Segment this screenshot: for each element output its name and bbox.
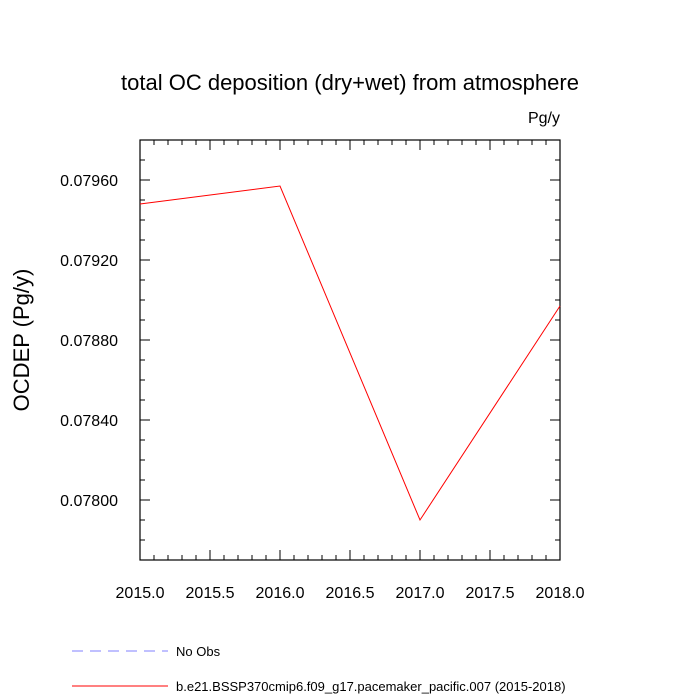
legend-label: No Obs xyxy=(176,644,221,659)
y-axis-label: OCDEP (Pg/y) xyxy=(9,269,34,412)
x-tick-label: 2016.0 xyxy=(256,585,305,602)
x-tick-label: 2015.0 xyxy=(116,585,165,602)
chart-title: total OC deposition (dry+wet) from atmos… xyxy=(121,70,579,95)
series-line xyxy=(139,185,561,522)
y-tick-label: 0.07880 xyxy=(60,333,118,350)
axis-ticks: 2015.0 2015.5 2016.0 2016.5 2017.0 2017.5 2018… xyxy=(60,139,585,602)
x-tick-label: 2017.0 xyxy=(396,585,445,602)
y-tick-label: 0.07960 xyxy=(60,173,118,190)
y-tick-label: 0.07840 xyxy=(60,413,118,430)
legend-label: b.e21.BSSP370cmip6.f09_g17.pacemaker_pac… xyxy=(176,679,566,694)
legend: No Obs b.e21.BSSP370cmip6.f09_g17.pacemak… xyxy=(72,644,566,694)
units-label: Pg/y xyxy=(528,110,560,127)
plot-frame xyxy=(139,139,561,561)
x-tick-label: 2015.5 xyxy=(186,585,235,602)
x-tick-label: 2016.5 xyxy=(326,585,375,602)
series-group xyxy=(139,185,561,522)
y-tick-label: 0.07800 xyxy=(60,493,118,510)
y-tick-label: 0.07920 xyxy=(60,253,118,270)
x-tick-label: 2018.0 xyxy=(536,585,585,602)
x-tick-label: 2017.5 xyxy=(466,585,515,602)
